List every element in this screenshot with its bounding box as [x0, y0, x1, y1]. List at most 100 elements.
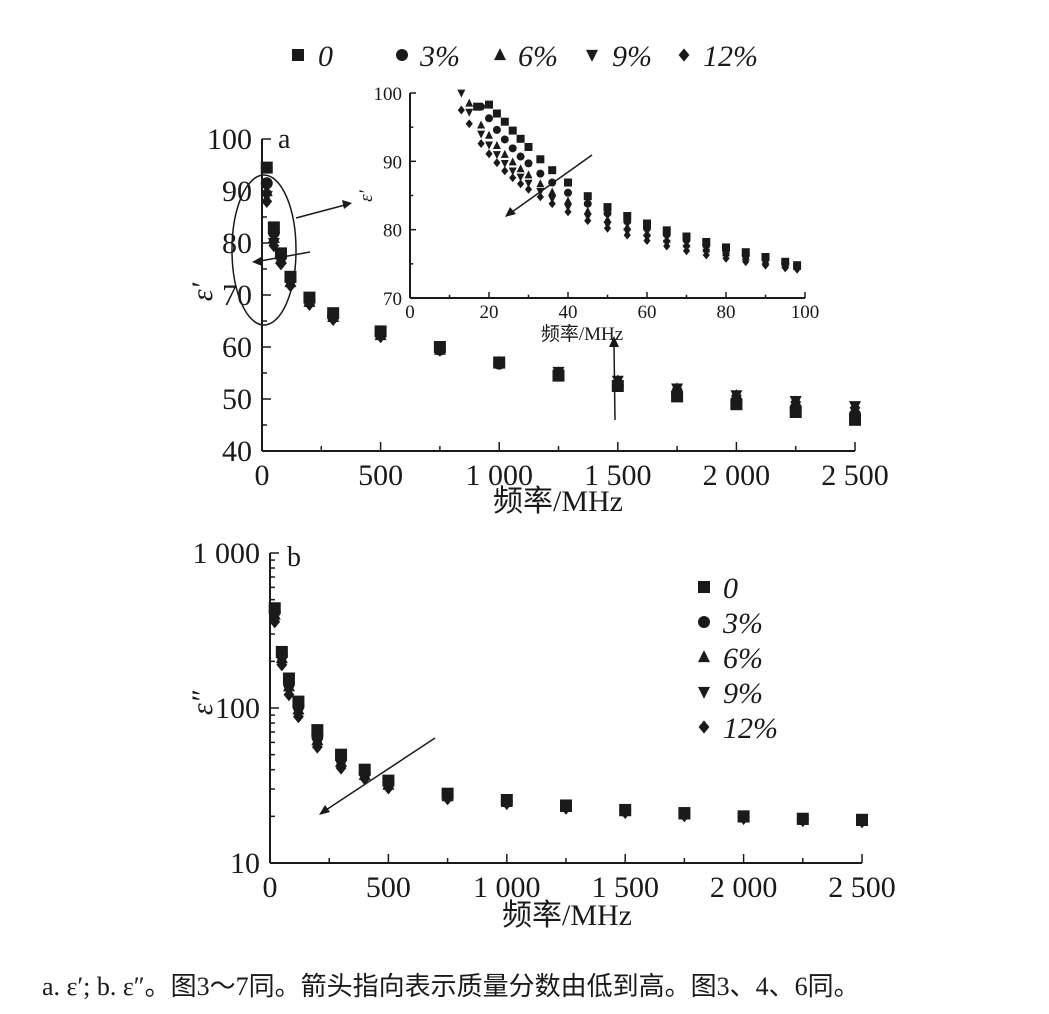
inset-point-series-0	[485, 100, 493, 109]
b-x-tick-label: 0	[263, 871, 278, 904]
b-point-series-12	[679, 809, 690, 823]
inset-point-series-0	[623, 212, 632, 220]
inset-point-series-12	[702, 250, 710, 260]
panel-b-label: b	[287, 542, 301, 573]
b-point-series-12	[383, 781, 394, 795]
inset-point-series-3	[500, 135, 509, 144]
trend-arrowhead-a-up	[609, 336, 619, 347]
a-y-tick-label: 50	[222, 383, 252, 416]
b-point-series-12	[738, 811, 749, 825]
a-x-tick-label: 1 500	[584, 459, 652, 492]
inset-point-series-3	[492, 125, 501, 134]
inset-point-series-12	[564, 207, 572, 217]
legend-b-label-12: 12%	[723, 712, 778, 745]
inset-point-series-12	[761, 260, 770, 270]
legend-top: 0 3% 6% 9% 12%	[292, 40, 758, 73]
panel-b-ylabel: ε″	[186, 690, 219, 715]
inset-point-series-6	[500, 149, 509, 158]
inset-point-series-0	[500, 117, 509, 126]
legend-top-marker-12	[678, 48, 690, 62]
b-point-series-12	[619, 805, 631, 820]
inset-point-series-12	[493, 158, 501, 168]
inset-point-series-6	[548, 187, 557, 196]
inset-y-tick-label: 70	[383, 289, 402, 310]
a-point-series-12	[434, 343, 446, 357]
panel-b-xlabel: 频率/MHz	[502, 899, 632, 932]
inset-point-series-12	[524, 184, 533, 194]
legend-b-label-0: 0	[723, 572, 738, 605]
b-point-series-12	[293, 710, 304, 724]
inset-point-series-12	[501, 166, 509, 176]
inset-x-tick-label: 20	[480, 302, 499, 323]
a-point-series-12	[671, 382, 683, 396]
trend-arrow-a-up	[613, 344, 616, 421]
inset-point-series-0	[603, 203, 612, 212]
inset-marks	[457, 89, 802, 274]
a-point-series-12	[275, 257, 287, 271]
inset-point-series-12	[793, 264, 801, 274]
inset-point-series-6	[564, 196, 572, 205]
inset-point-series-0	[662, 226, 671, 235]
inset-point-series-6	[603, 214, 612, 223]
b-y-tick-label: 100	[215, 692, 260, 725]
inset-point-series-9	[508, 167, 517, 176]
panel-a-axes: 0 500 1 000 1 500 2 000 2 500 40 50 60 70 80 90 100	[207, 123, 889, 492]
inset-point-series-12	[623, 230, 631, 240]
trend-arrowhead-b	[319, 805, 330, 815]
trend-arrowhead-a-left	[252, 257, 262, 266]
inset-point-series-12	[643, 236, 651, 245]
legend-top-label-3: 3%	[419, 40, 460, 73]
inset-point-series-0	[536, 155, 545, 164]
inset-x-tick-label: 60	[638, 302, 657, 323]
b-y-tick-label: 1 000	[193, 537, 261, 570]
inset-point-series-9	[492, 151, 501, 160]
legend-b-label-9: 9%	[723, 677, 763, 710]
inset-point-series-12	[517, 179, 525, 189]
inset-y-tick-label: 90	[383, 152, 402, 173]
inset-point-series-3	[662, 230, 671, 239]
inset-point-series-9	[465, 108, 474, 117]
inset-x-tick-label: 40	[559, 302, 578, 323]
b-point-series-12	[856, 814, 868, 829]
panel-a-ylabel: ε′	[186, 282, 219, 301]
inset-point-series-12	[465, 119, 473, 129]
legend-top-marker-3	[396, 49, 408, 61]
inset-point-series-0	[564, 178, 572, 187]
inset-point-series-9	[524, 179, 533, 188]
inset-point-series-3	[477, 102, 486, 111]
a-x-tick-label: 500	[358, 459, 403, 492]
inset-point-series-3	[516, 152, 525, 161]
b-x-tick-label: 1 500	[591, 871, 659, 904]
legend-top-label-0: 0	[318, 40, 333, 73]
inset-x-tick-label: 80	[717, 302, 736, 323]
legend-top-label-9: 9%	[612, 40, 652, 73]
inset-point-series-3	[536, 169, 545, 178]
inset-point-series-12	[663, 241, 671, 251]
inset-point-series-12	[584, 216, 592, 226]
inset-point-series-6	[485, 130, 493, 139]
inset-y-tick-label: 100	[374, 84, 403, 105]
b-point-series-12	[283, 688, 295, 702]
inset-point-series-9	[485, 141, 493, 150]
inset-point-series-6	[465, 98, 474, 107]
panel-a: 0 500 1 000 1 500 2 000 2 500405060708090100 …	[186, 123, 889, 518]
a-point-series-12	[261, 194, 273, 208]
a-x-tick-label: 0	[255, 459, 270, 492]
panel-a-inset: 0 20 40 60 80 100 70 80 90 100 频率/MHz ε′	[356, 84, 819, 345]
inset-point-series-9	[477, 130, 486, 139]
legend-b-marker-6	[698, 650, 710, 663]
legend-top-label-12: 12%	[703, 40, 758, 73]
b-point-series-12	[797, 813, 809, 828]
legend-top-marker-0	[292, 49, 304, 61]
b-x-tick-label: 2 000	[710, 871, 778, 904]
inset-point-series-6	[536, 179, 545, 188]
legend-b-marker-12	[698, 720, 710, 734]
inset-point-series-0	[583, 192, 592, 201]
inset-point-series-9	[516, 173, 525, 182]
b-point-series-12	[311, 740, 323, 754]
legend-b-label-3: 3%	[722, 607, 763, 640]
a-point-series-12	[268, 239, 280, 253]
inset-point-series-0	[524, 142, 533, 151]
b-x-tick-label: 1 000	[473, 871, 541, 904]
